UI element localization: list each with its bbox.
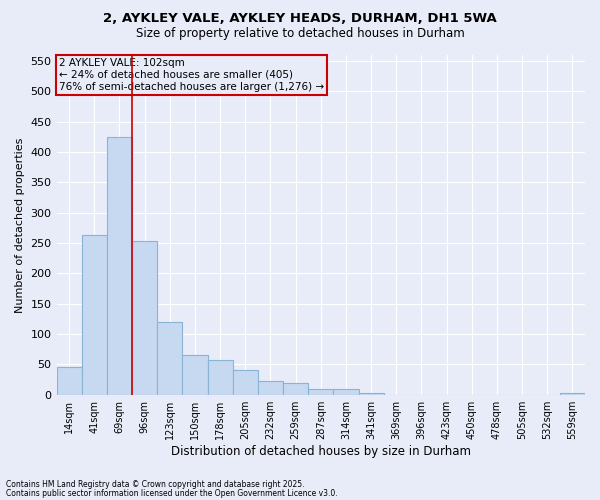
Bar xyxy=(208,360,233,394)
Bar xyxy=(82,235,107,394)
Bar xyxy=(258,382,283,394)
Y-axis label: Number of detached properties: Number of detached properties xyxy=(15,137,25,312)
Bar xyxy=(157,322,182,394)
Bar xyxy=(308,388,334,394)
Text: Contains public sector information licensed under the Open Government Licence v3: Contains public sector information licen… xyxy=(6,488,338,498)
Bar xyxy=(132,241,157,394)
Bar xyxy=(107,137,132,394)
Bar xyxy=(182,356,208,395)
Bar xyxy=(233,370,258,394)
X-axis label: Distribution of detached houses by size in Durham: Distribution of detached houses by size … xyxy=(171,444,471,458)
Text: Contains HM Land Registry data © Crown copyright and database right 2025.: Contains HM Land Registry data © Crown c… xyxy=(6,480,305,489)
Text: 2, AYKLEY VALE, AYKLEY HEADS, DURHAM, DH1 5WA: 2, AYKLEY VALE, AYKLEY HEADS, DURHAM, DH… xyxy=(103,12,497,26)
Text: Size of property relative to detached houses in Durham: Size of property relative to detached ho… xyxy=(136,28,464,40)
Bar xyxy=(334,388,359,394)
Bar xyxy=(283,382,308,394)
Text: 2 AYKLEY VALE: 102sqm
← 24% of detached houses are smaller (405)
76% of semi-det: 2 AYKLEY VALE: 102sqm ← 24% of detached … xyxy=(59,58,325,92)
Bar xyxy=(56,368,82,394)
